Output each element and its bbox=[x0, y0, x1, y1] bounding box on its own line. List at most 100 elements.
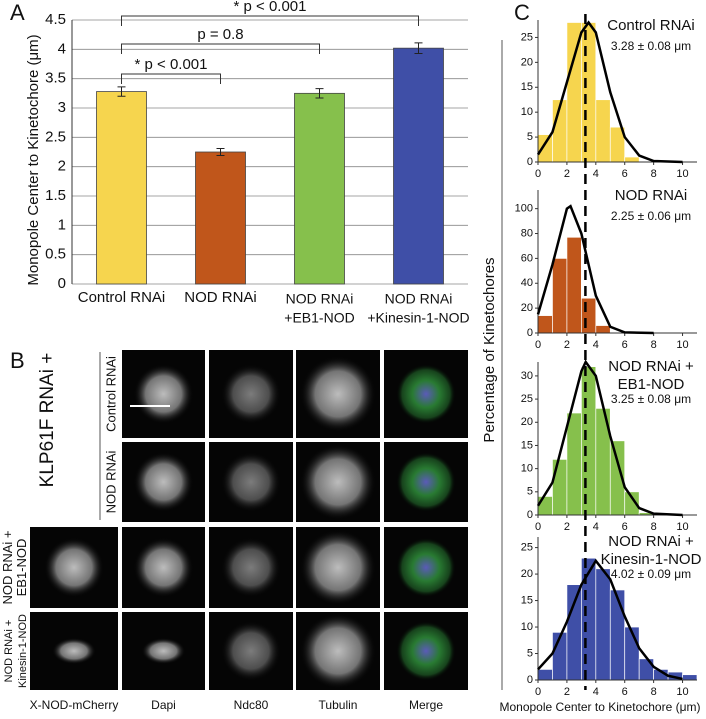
histogram-bar bbox=[537, 669, 553, 681]
y-tick-label: 20 bbox=[521, 302, 533, 314]
x-axis-label: Monopole Center to Kinetochore (μm) bbox=[499, 700, 700, 714]
histogram-bar bbox=[566, 412, 582, 516]
histogram-bar bbox=[595, 568, 611, 681]
fit-curve bbox=[537, 558, 683, 681]
x-tick-label: 6 bbox=[622, 168, 628, 180]
y-tick-label: 20 bbox=[521, 416, 533, 428]
y-tick-label: 5 bbox=[527, 486, 533, 498]
column-label: Tubulin bbox=[319, 698, 358, 712]
row-label: NOD RNAi +EB1-NOD bbox=[0, 530, 29, 604]
x-tick-label: 8 bbox=[651, 339, 657, 351]
y-tick-label: 0 bbox=[58, 275, 66, 292]
x-tick-label: 8 bbox=[651, 168, 657, 180]
cell-signal bbox=[221, 452, 281, 512]
y-tick-label: 1.5 bbox=[45, 187, 66, 204]
y-tick-label: 10 bbox=[521, 106, 533, 118]
cell-signal bbox=[221, 621, 281, 681]
y-tick-label: 15 bbox=[521, 439, 533, 451]
y-tick-label: 5 bbox=[527, 131, 533, 143]
column-label: Dapi bbox=[151, 698, 176, 712]
x-tick-label: NOD RNAi +EB1-NOD bbox=[284, 290, 354, 325]
histogram-subtitle: 3.25 ± 0.08 μm bbox=[611, 392, 691, 406]
histogram-bar bbox=[581, 366, 597, 516]
cell-signal bbox=[141, 637, 186, 665]
y-tick-label: 10 bbox=[521, 463, 533, 475]
fit-curve bbox=[536, 204, 654, 335]
significance-label: * p < 0.001 bbox=[135, 56, 208, 73]
histogram-title: Control RNAi bbox=[607, 17, 695, 34]
y-tick-label: 25 bbox=[521, 31, 533, 43]
histogram-bar bbox=[566, 584, 582, 681]
histogram-bar bbox=[595, 325, 611, 334]
histogram-bar bbox=[624, 156, 640, 163]
cell-signal bbox=[396, 452, 456, 512]
x-tick-label: 10 bbox=[676, 521, 688, 533]
x-tick-label: 2 bbox=[564, 339, 570, 351]
cell-signal bbox=[396, 364, 456, 424]
histogram-bar bbox=[581, 297, 597, 334]
cell-signal bbox=[133, 537, 194, 598]
significance-bracket bbox=[121, 73, 221, 84]
x-tick-label: Control RNAi bbox=[78, 289, 166, 306]
y-axis-label: Percentage of Kinetochores bbox=[481, 257, 498, 442]
error-bar bbox=[315, 88, 324, 99]
histogram-title: NOD RNAi bbox=[615, 187, 688, 204]
x-tick-label: 2 bbox=[564, 521, 570, 533]
y-tick-label: 20 bbox=[521, 56, 533, 68]
axes bbox=[537, 537, 697, 681]
cell-signal bbox=[133, 452, 194, 512]
cell-signal bbox=[133, 364, 194, 424]
x-tick-label: 4 bbox=[593, 521, 599, 533]
significance-bracket bbox=[121, 43, 320, 54]
cell-signal bbox=[300, 444, 376, 520]
histogram-bar bbox=[537, 315, 553, 334]
y-tick-label: 2.5 bbox=[45, 128, 66, 145]
y-axis-label: Monopole Center to Kinetochore (μm) bbox=[25, 34, 42, 285]
cell-signal bbox=[396, 621, 456, 681]
x-tick-label: 2 bbox=[564, 686, 570, 698]
y-tick-label: 20 bbox=[521, 568, 533, 580]
row-label: Control RNAi bbox=[103, 356, 118, 432]
y-tick-label: 3.5 bbox=[45, 70, 66, 87]
x-tick-label: 4 bbox=[593, 168, 599, 180]
significance-bracket bbox=[121, 15, 419, 26]
y-tick-label: 25 bbox=[521, 541, 533, 553]
y-tick-label: 5 bbox=[527, 647, 533, 659]
histogram-bar bbox=[552, 258, 568, 334]
histogram-bar bbox=[682, 674, 698, 681]
x-tick-label: 0 bbox=[535, 339, 541, 351]
error-bar bbox=[117, 86, 126, 97]
cell-signal bbox=[300, 356, 376, 432]
histogram-bar bbox=[609, 589, 626, 681]
y-tick-label: 80 bbox=[521, 227, 533, 239]
x-tick-label: 8 bbox=[651, 686, 657, 698]
cell-signal bbox=[221, 364, 281, 424]
y-tick-label: 30 bbox=[521, 370, 533, 382]
histogram-title: NOD RNAi + Kinesin-1-NOD bbox=[601, 533, 702, 568]
x-tick-label: NOD RNAi bbox=[184, 289, 257, 306]
histogram-subtitle: 3.28 ± 0.08 μm bbox=[611, 39, 691, 53]
histogram-subtitle: 4.02 ± 0.09 μm bbox=[611, 567, 691, 581]
x-tick-label: 6 bbox=[622, 339, 628, 351]
x-tick-label: 0 bbox=[535, 521, 541, 533]
bar bbox=[195, 151, 246, 285]
significance-label: p = 0.8 bbox=[197, 26, 243, 43]
y-tick-label: 4 bbox=[58, 40, 66, 57]
cell-signal bbox=[44, 537, 104, 598]
y-tick-label: 40 bbox=[521, 277, 533, 289]
column-label: Merge bbox=[409, 698, 443, 712]
x-tick-label: 4 bbox=[593, 686, 599, 698]
panel-letter: A bbox=[10, 0, 25, 25]
error-bar bbox=[216, 147, 225, 157]
cell-signal bbox=[300, 613, 376, 689]
histogram-subtitle: 2.25 ± 0.06 μm bbox=[611, 209, 691, 223]
cell-signal bbox=[300, 529, 376, 606]
histogram-bar bbox=[566, 236, 582, 334]
bar bbox=[393, 47, 444, 285]
x-tick-label: 10 bbox=[676, 339, 688, 351]
x-tick-label: 6 bbox=[622, 521, 628, 533]
cell-signal bbox=[396, 537, 456, 598]
x-tick-label: 4 bbox=[593, 339, 599, 351]
x-tick-label: 10 bbox=[676, 686, 688, 698]
